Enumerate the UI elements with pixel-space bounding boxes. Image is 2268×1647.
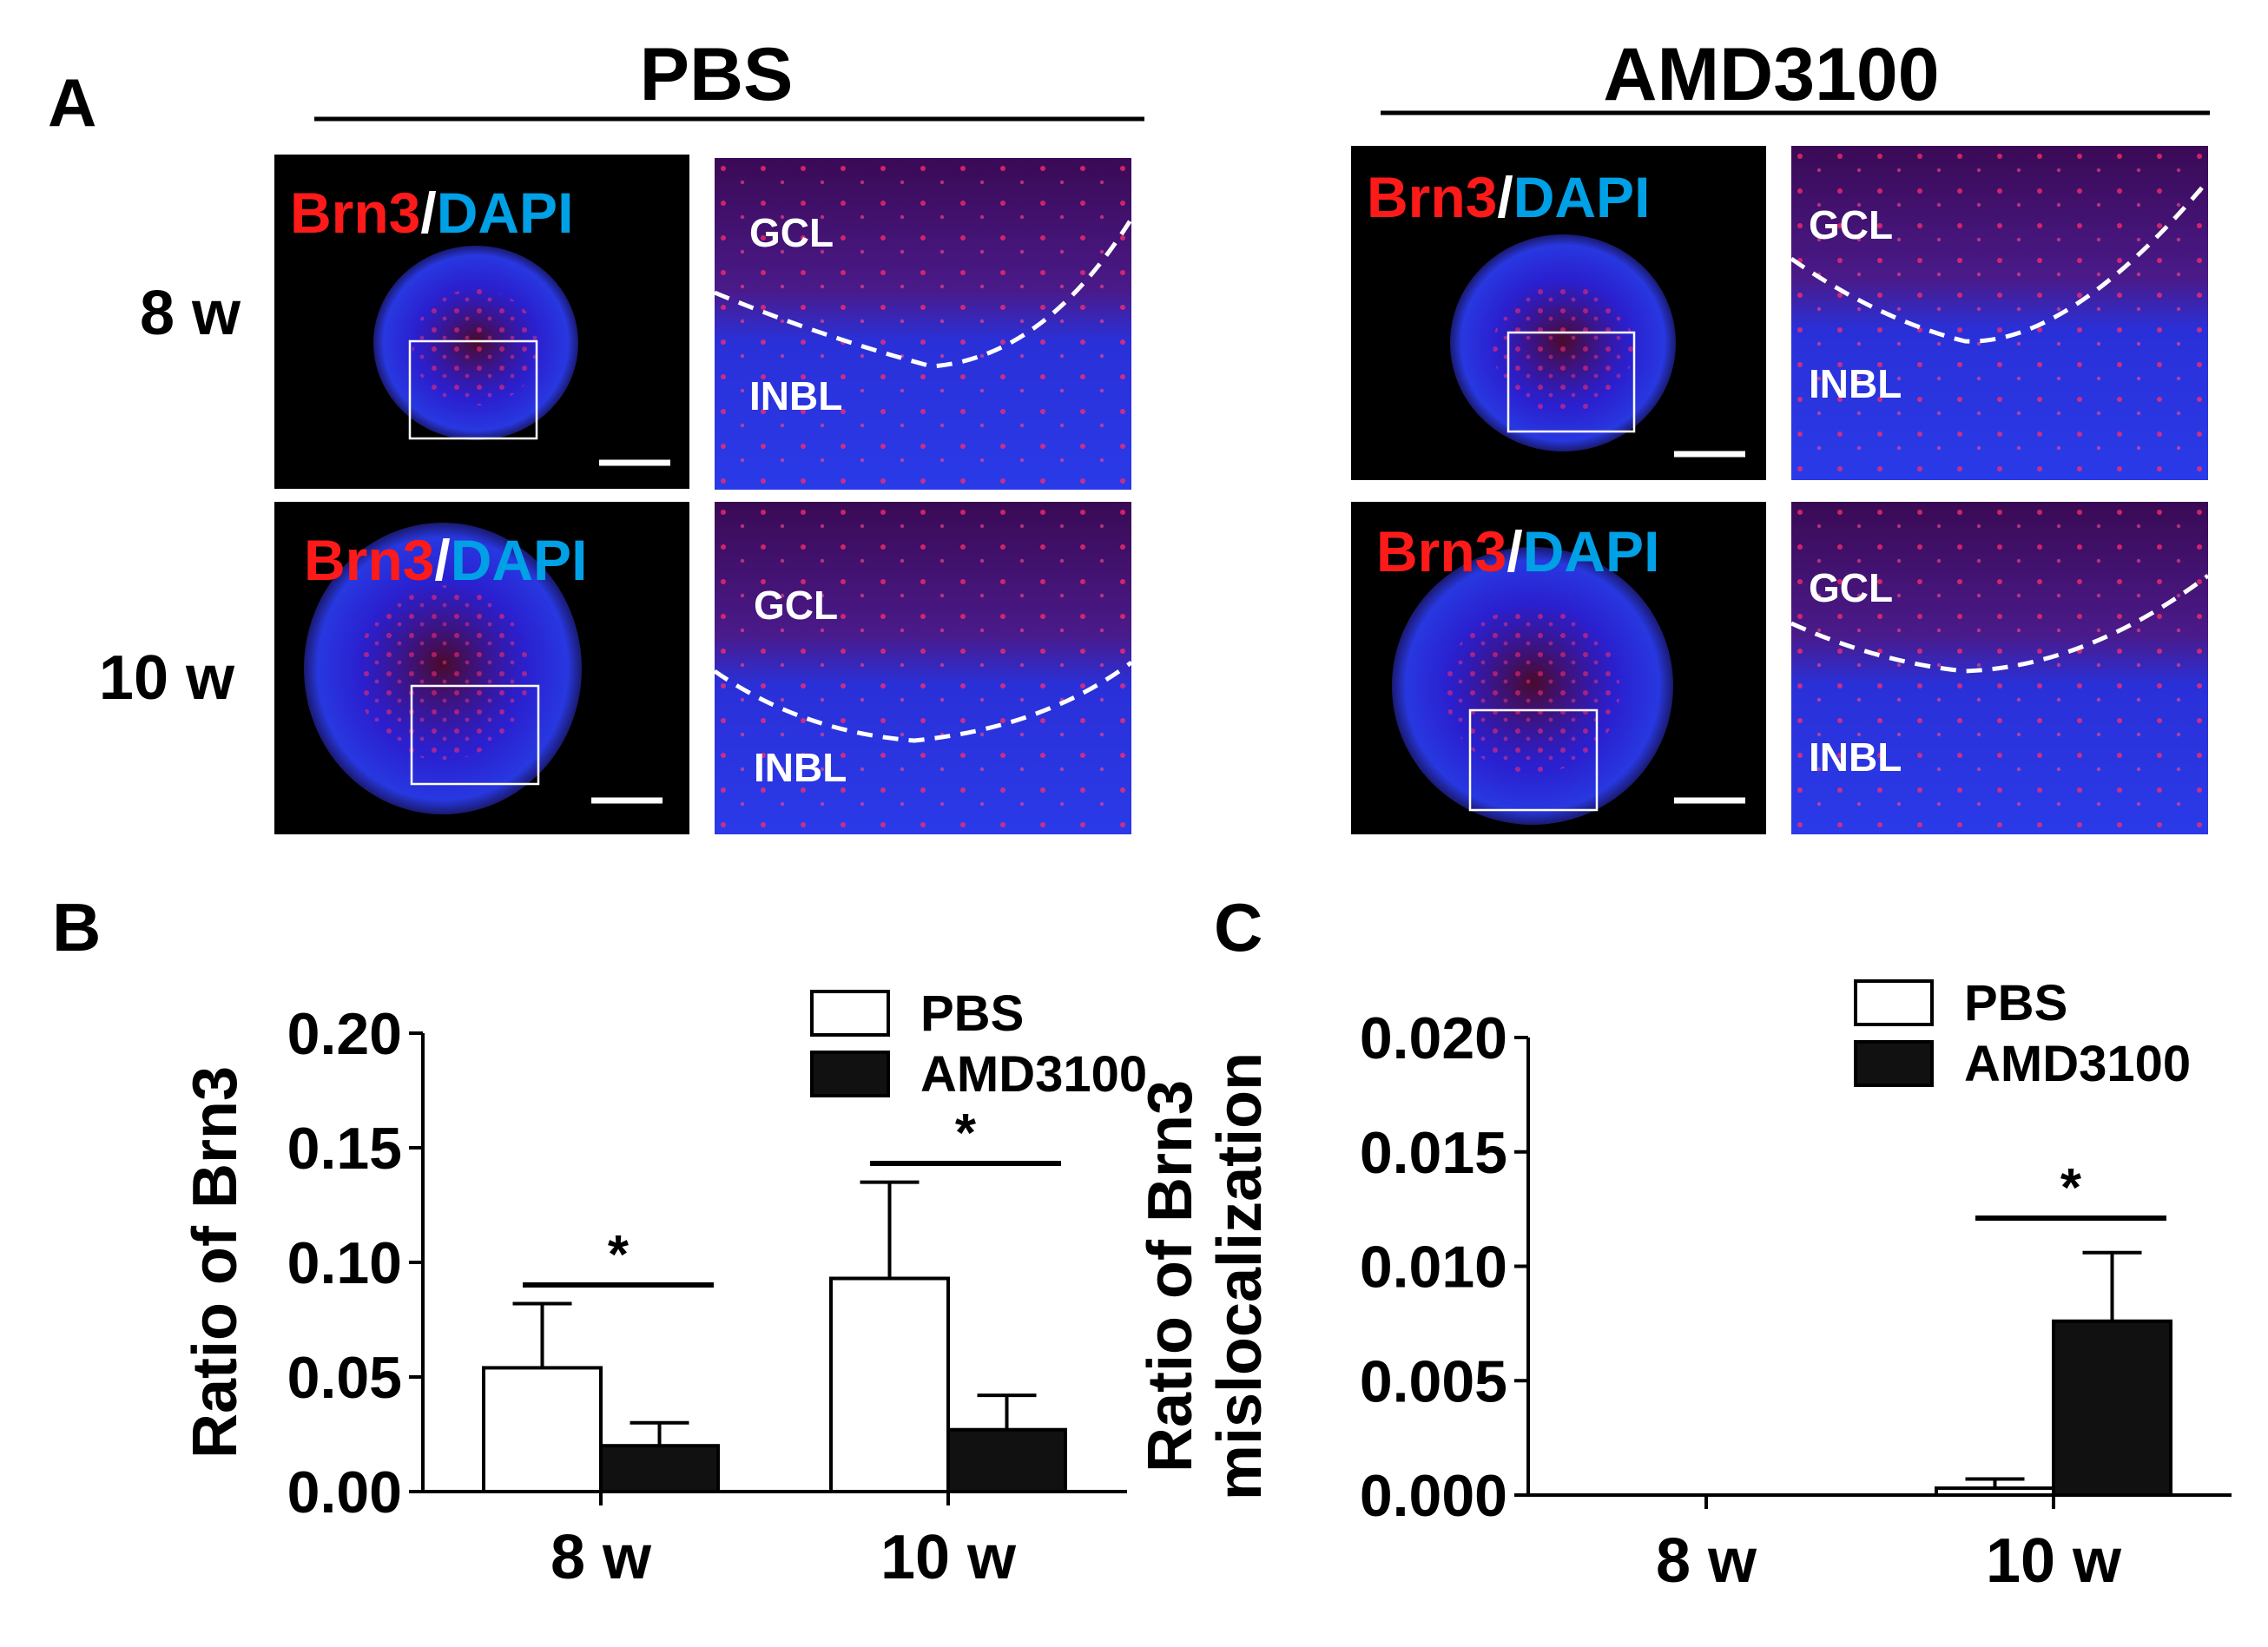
stain-slash: / — [420, 181, 436, 245]
brn3-signal — [1493, 282, 1633, 412]
brn3-signal — [356, 585, 530, 761]
y-axis-title-line2: mislocalization — [1205, 1052, 1275, 1500]
row-label-8w: 8 w — [140, 279, 241, 348]
y-tick-label: 0.015 — [1360, 1120, 1507, 1186]
zoom-image-amd3100-8w: GCL INBL — [1790, 146, 2210, 480]
legend-label: AMD3100 — [1964, 1036, 2191, 1092]
legend-swatch — [1854, 979, 1934, 1026]
stain-counter: DAPI — [1513, 165, 1651, 229]
layer-label-inbl: INBL — [1809, 361, 1902, 406]
significance-star: * — [2060, 1158, 2082, 1218]
stain-slash: / — [1497, 165, 1513, 229]
legend-swatch — [1854, 1040, 1934, 1087]
stain-label: Brn3/DAPI — [1367, 165, 1650, 229]
zoom-image-pbs-10w: GCL INBL — [713, 502, 1133, 834]
layer-label-inbl: INBL — [1809, 735, 1902, 780]
overview-image-pbs-8w: Brn3/DAPI — [274, 155, 689, 489]
stain-counter: DAPI — [451, 528, 588, 592]
chart-c: 0.000 0.005 0.010 0.015 0.020 8 w 10 w * Ratio o… — [1136, 975, 2232, 1596]
layer-label-gcl: GCL — [1809, 202, 1893, 247]
x-tick-label: 8 w — [551, 1523, 652, 1592]
layer-label-gcl: GCL — [754, 583, 838, 628]
bar — [1935, 1486, 2055, 1497]
brn3-signal — [1445, 607, 1620, 774]
y-tick-label: 0.20 — [287, 1001, 402, 1067]
layer-label-gcl: GCL — [749, 210, 834, 255]
stain-label: Brn3/DAPI — [1376, 519, 1659, 583]
bar — [2052, 1319, 2172, 1497]
panel-b-letter: B — [52, 889, 101, 965]
layer-label-inbl: INBL — [754, 745, 847, 790]
overview-image-amd3100-8w: Brn3/DAPI — [1351, 146, 1766, 480]
stain-marker: Brn3 — [290, 181, 420, 245]
stain-slash: / — [434, 528, 450, 592]
brn3-signal — [715, 158, 1131, 490]
y-tick-label: 0.10 — [287, 1230, 402, 1296]
brn3-signal — [1791, 146, 2208, 480]
layer-label-gcl: GCL — [1809, 565, 1893, 610]
x-tick-label: 10 w — [1986, 1526, 2122, 1596]
inset-box — [1468, 708, 1599, 812]
chart-b: 0.00 0.05 0.10 0.15 0.20 8 w 10 w * * Ratio of Br… — [181, 985, 1147, 1592]
x-tick-label: 10 w — [880, 1523, 1017, 1592]
stain-label: Brn3/DAPI — [304, 528, 587, 592]
stain-slash: / — [1507, 519, 1522, 583]
layer-label-inbl: INBL — [749, 373, 842, 418]
y-axis-title: Ratio of Brn3 — [181, 1066, 250, 1459]
stain-counter: DAPI — [1523, 519, 1660, 583]
zoom-image-amd3100-10w: GCL INBL — [1790, 502, 2210, 834]
brn3-signal — [412, 288, 540, 406]
bar — [946, 1427, 1067, 1493]
legend-swatch — [810, 1051, 890, 1097]
inset-box — [410, 684, 540, 786]
y-axis-title: Ratio of Brn3 — [1136, 1080, 1205, 1472]
inset-box — [1507, 331, 1636, 433]
legend-swatch — [810, 990, 890, 1037]
panel-a-letter: A — [48, 64, 96, 141]
significance-star: * — [955, 1103, 977, 1163]
stain-marker: Brn3 — [1376, 519, 1507, 583]
bar — [482, 1366, 603, 1493]
y-tick-label: 0.005 — [1360, 1348, 1507, 1414]
legend-label: PBS — [1964, 975, 2067, 1031]
layer-boundary — [1790, 573, 2210, 674]
significance-star: * — [608, 1225, 630, 1285]
stain-marker: Brn3 — [304, 528, 434, 592]
group-header-pbs: PBS — [640, 33, 794, 116]
stain-marker: Brn3 — [1367, 165, 1497, 229]
brn3-signal — [715, 502, 1131, 834]
layer-boundary — [714, 217, 1134, 369]
bar — [829, 1276, 950, 1493]
bar — [599, 1444, 720, 1493]
panel-c-letter: C — [1214, 889, 1263, 965]
group-header-amd3100: AMD3100 — [1603, 33, 1939, 116]
y-tick-label: 0.00 — [287, 1459, 402, 1525]
legend-label: AMD3100 — [920, 1046, 1147, 1103]
y-tick-label: 0.010 — [1360, 1235, 1507, 1301]
stain-label: Brn3/DAPI — [290, 181, 573, 245]
x-tick-label: 8 w — [1656, 1526, 1757, 1596]
y-tick-label: 0.15 — [287, 1116, 402, 1182]
overview-image-amd3100-10w: Brn3/DAPI — [1351, 502, 1766, 834]
zoom-image-pbs-8w: GCL INBL — [714, 158, 1134, 490]
y-tick-label: 0.020 — [1360, 1005, 1507, 1071]
legend-label: PBS — [920, 985, 1024, 1042]
overview-image-pbs-10w: Brn3/DAPI — [274, 502, 689, 834]
y-tick-label: 0.000 — [1360, 1463, 1507, 1529]
stain-counter: DAPI — [437, 181, 574, 245]
row-label-10w: 10 w — [99, 643, 235, 713]
inset-box — [408, 339, 538, 440]
layer-boundary — [713, 660, 1133, 743]
y-tick-label: 0.05 — [287, 1345, 402, 1411]
